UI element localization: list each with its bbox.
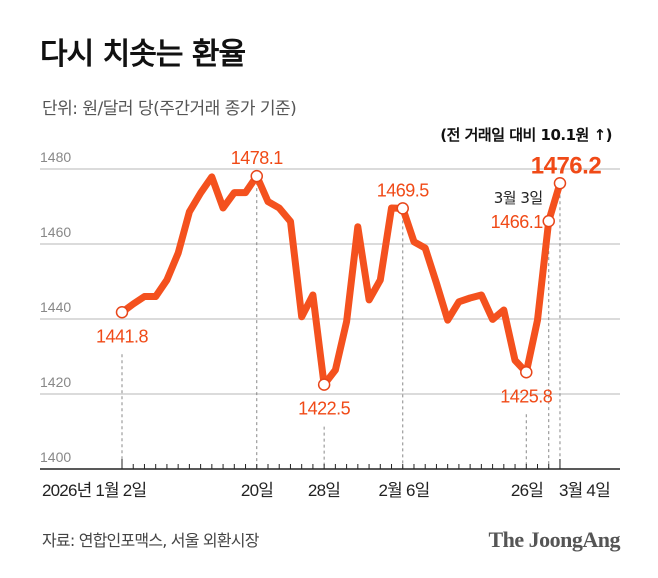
data-point-marker [396,202,409,215]
gridlines: 1400 1420 1440 1460 1480 [40,149,620,465]
guide-lines [121,182,561,469]
data-label: 1425.8 [500,386,553,406]
exchange-rate-line [118,172,564,389]
y-tick-label: 1400 [40,449,71,465]
change-note: (전 거래일 대비 10.1원 ↑) [440,126,612,144]
data-point-marker [553,177,567,190]
date-label: 3월 3일 [494,189,543,207]
source-note: 자료: 연합인포맥스, 서울 외환시장 [42,531,260,550]
x-tick-label: 3월 4일 [559,481,610,500]
x-tick-label: 20일 [241,481,273,500]
x-tick-label: 28일 [308,481,340,500]
data-point-marker [250,169,264,183]
data-label: 1422.5 [298,399,351,419]
data-point-marker [115,306,129,319]
publisher-logo: The JoongAng [488,527,620,552]
chart-title: 다시 치솟는 환율 [40,37,245,72]
data-labels: 1441.8 1478.1 1422.5 1469.5 1425.8 1466.1 3월 3… [96,148,602,419]
series-line [118,172,564,389]
y-tick-label: 1440 [40,299,71,315]
data-label: 1441.8 [96,326,149,346]
x-axis: 2026년 1월 2일 20일 28일 2월 6일 26일 3월 4일 [40,459,620,500]
data-label: 1478.1 [231,148,284,168]
data-label: 1476.2 [531,152,602,179]
chart-subtitle: 단위: 원/달러 당(주간거래 종가 기준) [42,99,296,119]
y-tick-label: 1460 [40,224,71,240]
y-tick-label: 1480 [40,149,71,165]
y-tick-label: 1420 [40,374,71,390]
data-point-marker [520,366,533,379]
data-point-marker [542,214,555,228]
x-tick-label: 2026년 1월 2일 [42,481,146,500]
x-tick-label: 2월 6일 [379,481,430,500]
x-tick-label: 26일 [511,481,543,500]
data-label: 1466.1 [491,212,544,232]
data-point-marker [317,378,331,391]
data-label: 1469.5 [377,180,430,200]
